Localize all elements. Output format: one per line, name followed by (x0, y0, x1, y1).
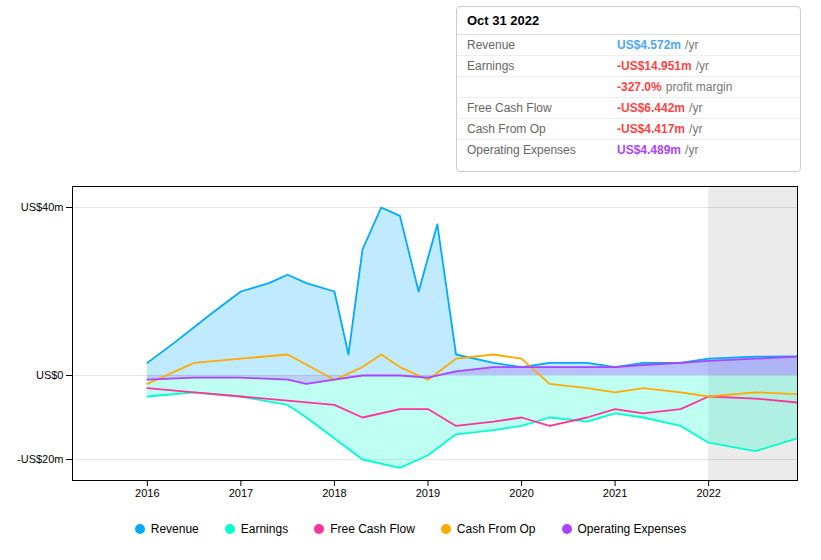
svg-text:2016: 2016 (135, 487, 159, 499)
svg-text:2021: 2021 (603, 487, 627, 499)
svg-text:US$0: US$0 (36, 369, 64, 381)
html-text:Revenue: Revenue (150, 522, 199, 536)
html-text:Free Cash Flow: Free Cash Flow (330, 522, 415, 536)
html-text:Cash From Op: Cash From Op (456, 522, 536, 536)
svg-text:US$40m: US$40m (21, 201, 64, 213)
html-text:US$4.489m /yr: US$4.489m /yr (617, 143, 699, 157)
html-text:Operating Expenses: Operating Expenses (467, 143, 576, 157)
html-text:Operating Expenses: Operating Expenses (577, 522, 687, 536)
html-text:Earnings: Earnings (240, 522, 289, 536)
html-text:-327.0% profit margin: -327.0% profit margin (617, 80, 733, 94)
html-text:Revenue: Revenue (467, 38, 515, 52)
svg-text:2019: 2019 (416, 487, 440, 499)
svg-text:2017: 2017 (229, 487, 253, 499)
svg-text:2020: 2020 (509, 487, 533, 499)
svg-text:-US$20m: -US$20m (17, 453, 63, 465)
html-text:Oct 31 2022: Oct 31 2022 (467, 13, 540, 28)
html-text:Free Cash Flow: Free Cash Flow (467, 101, 552, 115)
html-text:-US$4.417m /yr: -US$4.417m /yr (617, 122, 703, 136)
html-text:US$4.572m /yr: US$4.572m /yr (617, 38, 699, 52)
html-text:-US$14.951m /yr: -US$14.951m /yr (617, 59, 710, 73)
svg-text:2018: 2018 (322, 487, 346, 499)
html-text:-US$6.442m /yr: -US$6.442m /yr (617, 101, 703, 115)
html-text:Cash From Op: Cash From Op (467, 122, 546, 136)
html-text:Earnings: Earnings (467, 59, 515, 73)
svg-text:2022: 2022 (696, 487, 720, 499)
